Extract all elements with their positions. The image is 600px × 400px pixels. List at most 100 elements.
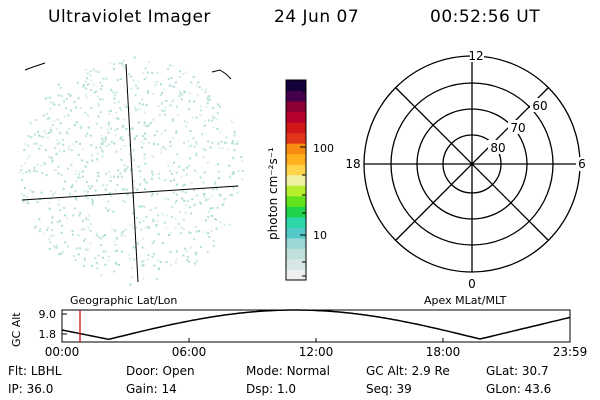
image-speck (183, 199, 185, 202)
image-speck (207, 140, 210, 143)
image-speck (164, 113, 167, 116)
image-speck (35, 142, 38, 145)
image-speck (182, 228, 185, 231)
image-speck (207, 216, 210, 219)
image-speck (86, 83, 89, 86)
image-speck (128, 107, 130, 110)
image-speck (143, 205, 146, 208)
image-speck (91, 185, 94, 188)
image-speck (86, 77, 88, 80)
polar-label-left: 18 (345, 157, 360, 171)
image-speck (71, 149, 73, 152)
image-speck (136, 242, 139, 245)
image-speck (108, 170, 111, 173)
image-speck (164, 106, 167, 109)
image-speck (118, 62, 121, 65)
image-speck (113, 175, 116, 178)
image-speck (194, 226, 197, 228)
image-speck (120, 232, 123, 235)
colorbar-segment (286, 206, 306, 218)
image-speck (84, 165, 87, 168)
image-speck (186, 166, 188, 169)
image-speck (165, 100, 168, 102)
image-speck (133, 180, 136, 183)
image-speck (24, 143, 27, 146)
image-speck (119, 78, 122, 80)
image-speck (42, 114, 45, 117)
image-speck (145, 181, 148, 184)
image-speck (82, 84, 85, 87)
image-speck (131, 127, 134, 130)
image-speck (138, 121, 140, 124)
image-speck (125, 90, 128, 93)
image-speck (174, 261, 177, 264)
image-speck (122, 199, 125, 202)
image-speck (199, 105, 202, 108)
image-speck (38, 147, 41, 150)
image-speck (51, 221, 53, 224)
image-speck (204, 219, 207, 222)
image-speck (96, 232, 98, 235)
image-speck (229, 194, 232, 197)
image-speck (78, 173, 80, 176)
image-speck (167, 198, 170, 201)
image-speck (93, 91, 96, 94)
image-speck (212, 188, 215, 191)
image-speck (74, 259, 77, 262)
image-speck (33, 226, 36, 229)
image-speck (143, 178, 146, 181)
image-speck (133, 56, 136, 59)
image-speck (146, 90, 149, 93)
image-speck (116, 184, 119, 186)
image-speck (189, 144, 192, 147)
image-speck (151, 72, 154, 75)
image-speck (212, 126, 215, 128)
image-speck (128, 143, 131, 146)
image-speck (87, 72, 89, 75)
image-speck (59, 149, 62, 152)
image-speck (150, 194, 153, 197)
image-speck (94, 257, 97, 260)
image-speck (158, 266, 161, 269)
image-speck (214, 181, 217, 184)
image-speck (87, 226, 90, 228)
image-speck (197, 81, 200, 84)
image-speck (36, 163, 39, 166)
image-speck (176, 183, 179, 186)
image-speck (104, 188, 107, 191)
image-speck (195, 230, 198, 233)
image-speck (184, 247, 187, 250)
image-speck (199, 114, 202, 117)
image-speck (102, 140, 105, 143)
image-speck (149, 208, 152, 211)
image-speck (211, 207, 214, 210)
image-speck (111, 228, 113, 231)
image-speck (161, 109, 164, 112)
image-speck (83, 257, 86, 259)
image-speck (159, 114, 161, 117)
image-speck (133, 138, 136, 141)
image-speck (36, 200, 39, 203)
image-speck (53, 168, 56, 171)
altitude-axis-label: GC Alt (10, 312, 23, 347)
image-speck (155, 278, 158, 280)
image-speck (142, 72, 145, 74)
image-speck (82, 220, 84, 223)
image-speck (53, 119, 56, 122)
image-speck (211, 119, 214, 122)
status-row-2: IP: 36.0 Gain: 14 Dsp: 1.0 Seq: 39 GLon:… (0, 382, 600, 398)
image-speck (188, 92, 191, 95)
image-speck (75, 247, 78, 250)
image-speck (162, 88, 165, 91)
image-speck (131, 267, 134, 270)
image-speck (165, 261, 168, 263)
image-speck (123, 164, 126, 167)
image-speck (95, 158, 98, 161)
image-speck (23, 199, 26, 202)
image-speck (54, 147, 57, 150)
image-speck (128, 73, 131, 76)
image-speck (120, 147, 123, 150)
image-speck (175, 130, 178, 133)
altitude-tick-1-8: 1.8 (39, 328, 57, 341)
